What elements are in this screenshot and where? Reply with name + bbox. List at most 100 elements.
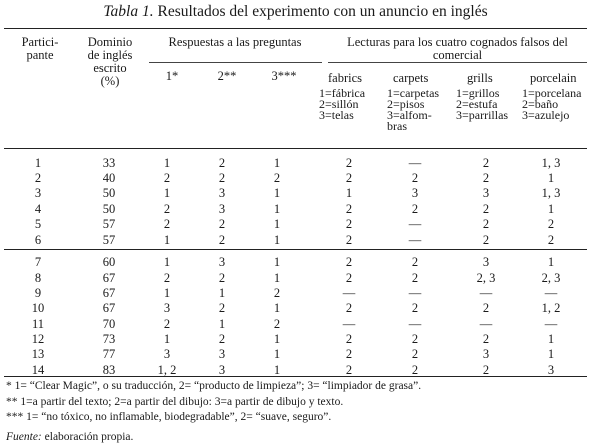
cell-porcelain: 1: [547, 255, 555, 269]
header-q2: 2**: [217, 69, 237, 83]
cell-q2: 1: [218, 317, 226, 331]
cell-porcelain: —: [544, 286, 558, 300]
cell-grills: 2, 3: [476, 271, 496, 285]
cell-participante: 2: [34, 171, 42, 185]
header-grills: grills: [467, 71, 493, 85]
cell-q2: 2: [218, 332, 226, 346]
cell-dominio: 67: [102, 286, 116, 300]
table-title-label: Tabla 1.: [103, 3, 154, 20]
cell-dominio: 67: [102, 301, 116, 315]
cell-dominio: 50: [102, 186, 116, 200]
cell-porcelain: 1: [547, 347, 555, 361]
cell-participante: 13: [31, 347, 45, 361]
cell-porcelain: 1: [547, 202, 555, 216]
cell-carpets: —: [408, 217, 422, 231]
cell-carpets: 2: [411, 202, 419, 216]
cell-participante: 14: [31, 363, 45, 377]
cell-carpets: —: [408, 286, 422, 300]
cell-participante: 9: [34, 286, 42, 300]
cell-porcelain: 2: [547, 233, 555, 247]
cell-fabrics: —: [342, 286, 356, 300]
cell-carpets: 2: [411, 255, 419, 269]
cell-q1: 1: [163, 286, 171, 300]
cell-carpets: 2: [411, 271, 419, 285]
cell-fabrics: —: [342, 317, 356, 331]
cell-q2: 3: [218, 186, 226, 200]
header-q1: 1*: [165, 69, 179, 83]
cell-grills: 2: [482, 217, 490, 231]
cell-dominio: 77: [102, 347, 116, 361]
cell-q1: 3: [163, 347, 171, 361]
cell-fabrics: 2: [345, 202, 353, 216]
header-participante: Partici- pante: [21, 35, 59, 62]
footnote-3: *** 1= “no tóxico, no inflamable, biodeg…: [6, 411, 332, 423]
lecturas-underline: [328, 62, 587, 63]
cell-dominio: 40: [102, 171, 116, 185]
cell-carpets: 3: [411, 186, 419, 200]
cell-q3: 1: [273, 233, 281, 247]
cell-dominio: 67: [102, 271, 116, 285]
cell-grills: 3: [482, 255, 490, 269]
cell-porcelain: 3: [547, 363, 555, 377]
cell-participante: 5: [34, 217, 42, 231]
cell-q2: 3: [218, 347, 226, 361]
cell-fabrics: 2: [345, 271, 353, 285]
table-bottom-rule: [4, 376, 587, 377]
header-respuestas: Respuestas a las preguntas: [168, 35, 302, 49]
cell-fabrics: 2: [345, 347, 353, 361]
footnote-fuente: Fuente: elaboración propia.: [6, 431, 133, 444]
top-rule: [4, 28, 587, 29]
cell-dominio: 57: [102, 233, 116, 247]
cell-participante: 3: [34, 186, 42, 200]
cell-q1: 2: [163, 317, 171, 331]
cell-q2: 2: [218, 271, 226, 285]
cell-fabrics: 2: [345, 156, 353, 170]
cell-participante: 8: [34, 271, 42, 285]
cell-participante: 7: [34, 255, 42, 269]
cell-q2: 2: [218, 233, 226, 247]
cell-porcelain: 1, 3: [541, 156, 561, 170]
cell-grills: 2: [482, 156, 490, 170]
cell-grills: 3: [482, 347, 490, 361]
header-dominio: Dominio de inglés escrito (%): [87, 35, 133, 88]
cell-q2: 2: [218, 156, 226, 170]
cell-q3: 1: [273, 202, 281, 216]
header-carpets: carpets: [393, 71, 429, 85]
cell-q2: 2: [218, 171, 226, 185]
cell-fabrics: 2: [345, 217, 353, 231]
cell-dominio: 50: [102, 202, 116, 216]
header-bottom-rule: [4, 148, 587, 149]
cell-q2: 1: [218, 286, 226, 300]
cell-porcelain: 2: [547, 217, 555, 231]
cell-porcelain: 1: [547, 332, 555, 346]
cell-grills: 2: [482, 233, 490, 247]
header-grills-defs: 1=grillos 2=estufa 3=parrillas: [456, 86, 509, 122]
cell-fabrics: 1: [345, 186, 353, 200]
cell-grills: 2: [482, 332, 490, 346]
cell-q3: 2: [273, 171, 281, 185]
cell-porcelain: 1, 3: [541, 186, 561, 200]
footnote-1: * 1= “Clear Magic”, o su traducción, 2= …: [6, 380, 422, 392]
cell-participante: 10: [31, 301, 45, 315]
cell-grills: 2: [482, 202, 490, 216]
header-porcelain-defs: 1=porcelana 2=baño 3=azulejo: [522, 86, 582, 122]
cell-dominio: 70: [102, 317, 116, 331]
fuente-label: Fuente:: [6, 431, 42, 443]
cell-q2: 3: [218, 255, 226, 269]
cell-q2: 3: [218, 363, 226, 377]
header-fabrics: fabrics: [328, 71, 363, 85]
cell-grills: —: [479, 317, 493, 331]
cell-carpets: 2: [411, 171, 419, 185]
table-title: Tabla 1. Resultados del experimento con …: [0, 3, 591, 21]
header-lecturas: Lecturas para los cuatro cognados falsos…: [347, 35, 568, 62]
cell-q1: 1: [163, 332, 171, 346]
cell-q2: 2: [218, 217, 226, 231]
cell-q3: 1: [273, 363, 281, 377]
footnote-2: ** 1=a partir del texto; 2=a partir del …: [6, 396, 344, 408]
cell-q1: 1: [163, 156, 171, 170]
cell-fabrics: 2: [345, 171, 353, 185]
cell-q1: 1: [163, 233, 171, 247]
cell-q3: 1: [273, 347, 281, 361]
cell-q1: 3: [163, 301, 171, 315]
respuestas-underline: [149, 62, 322, 63]
